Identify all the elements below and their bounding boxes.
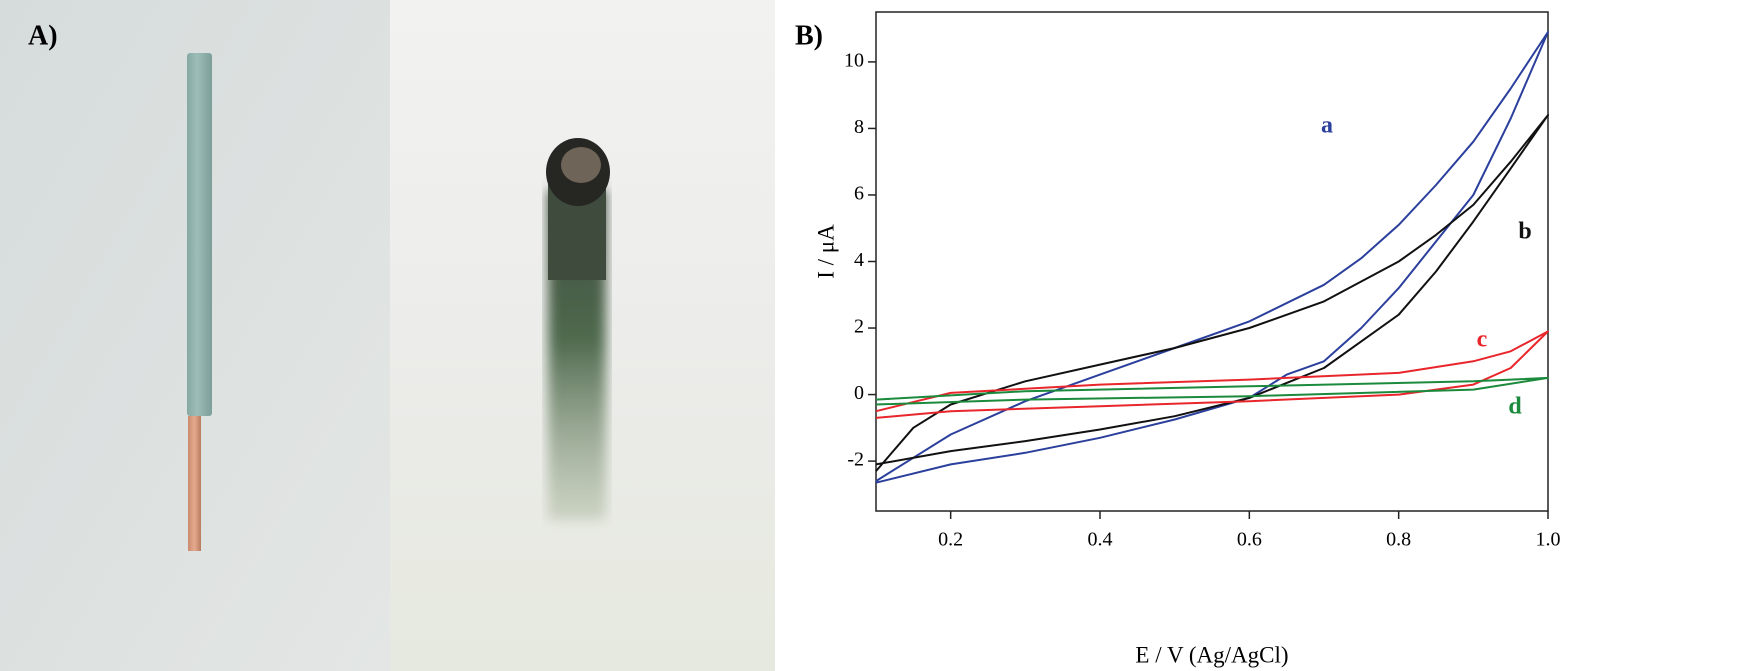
- x-tick-label: 0.8: [1386, 529, 1411, 551]
- x-tick-label: 0.6: [1237, 529, 1262, 551]
- y-tick-label: 10: [844, 49, 864, 71]
- plot-frame: [875, 11, 1549, 512]
- photo-panel: A): [0, 0, 775, 671]
- copper-wire: [188, 416, 201, 551]
- y-tick-label: 0: [854, 382, 864, 404]
- x-tick-label: 1.0: [1536, 529, 1561, 551]
- cv-curve: [875, 330, 1549, 419]
- x-tick-label: 0.2: [938, 529, 963, 551]
- panel-label: B): [795, 20, 823, 51]
- chart: B) -2 0 2 4 6 8 10 0.2 0.4 0.6 0.8 1.0 E / V (Ag/AgCl…: [795, 11, 1561, 667]
- x-axis-title: E / V (Ag/AgCl): [1135, 642, 1288, 667]
- curve-label: a: [1321, 113, 1333, 139]
- y-tick-label: -2: [847, 449, 864, 471]
- y-tick-label: 2: [854, 316, 864, 338]
- y-tick-label: 6: [854, 183, 864, 205]
- cv-curve: [875, 114, 1549, 472]
- panel-label: A): [28, 20, 58, 51]
- y-tick-label: 4: [854, 249, 864, 271]
- electrode-tip: [561, 147, 601, 183]
- x-tick-label: 0.4: [1088, 529, 1113, 551]
- cv-curve: [875, 376, 1549, 406]
- electrode-body: [187, 53, 212, 416]
- curve-label: c: [1477, 327, 1488, 353]
- y-axis-title: I / μA: [813, 224, 838, 279]
- curve-label: d: [1508, 394, 1522, 420]
- cv-curve: [875, 31, 1549, 484]
- curve-label: b: [1518, 219, 1531, 245]
- y-tick-label: 8: [854, 116, 864, 138]
